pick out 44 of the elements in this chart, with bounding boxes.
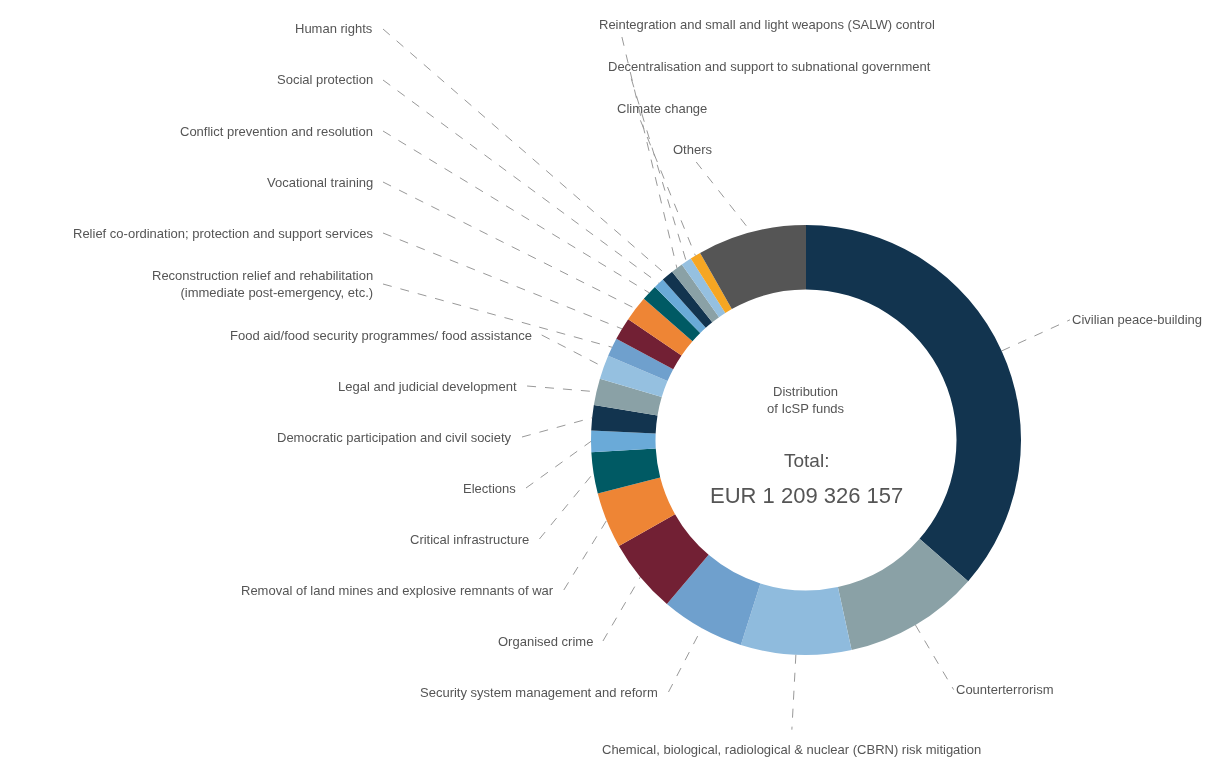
slice-label: Counterterrorism — [956, 682, 1054, 697]
slice-label: Organised crime — [498, 634, 594, 649]
slice-label: Social protection — [277, 72, 374, 87]
text: Distribution of IcSP funds — [767, 384, 845, 416]
slice-label: Vocational training — [267, 175, 374, 190]
donut-slice — [666, 554, 761, 645]
donut-slice — [628, 298, 693, 356]
slice-label: Reconstruction relief and rehabilitation (immediate post-emergency, etc.) — [152, 268, 374, 300]
slice-label: Removal of land mines and explosive remnants of war — [241, 583, 554, 598]
slice-label: Decentralisation and support to subnational government — [608, 59, 931, 74]
donut-slice — [597, 477, 676, 546]
text: EUR 1 209 326 157 — [710, 483, 904, 508]
slice-label: Others — [673, 142, 713, 157]
slice-label: Civilian peace-building — [1072, 312, 1203, 327]
slice-label: Relief co-ordination; protection and support services — [73, 226, 374, 241]
slice-label: Chemical, biological, radiological & nuclear (CBRN) risk mitigation — [602, 742, 982, 757]
text: Total: — [784, 450, 830, 471]
donut-slice — [740, 583, 852, 655]
donut-slice — [672, 264, 720, 323]
donut-slice — [837, 538, 969, 651]
donut-slice — [591, 448, 661, 494]
donut-slice — [591, 430, 656, 453]
donut-slice — [616, 319, 682, 370]
slice-label: Elections — [463, 481, 517, 496]
slice-label: Critical infrastructure — [410, 532, 530, 547]
slice-label: Security system management and reform — [420, 685, 658, 700]
donut-slice — [643, 287, 701, 342]
slice-label: Climate change — [617, 101, 708, 116]
donut-slice — [700, 225, 806, 310]
donut-slice — [618, 514, 709, 604]
slice-label: Conflict prevention and resolution — [180, 124, 373, 139]
donut-slice — [591, 405, 658, 434]
slice-label: Reintegration and small and light weapons (SALW) control — [599, 17, 935, 32]
slice-label: Democratic participation and civil society — [277, 430, 512, 445]
donut-slice — [681, 258, 726, 318]
donut-slice — [599, 355, 668, 398]
donut-slice — [662, 271, 713, 328]
slice-label: Food aid/food security programmes/ food assistance — [230, 328, 533, 343]
donut-slice — [654, 279, 706, 333]
slice-label: Legal and judicial development — [338, 379, 517, 394]
donut-slice — [608, 338, 674, 382]
donut-slice — [690, 252, 732, 313]
slice-label: Human rights — [295, 21, 373, 36]
donut-slice — [593, 378, 662, 416]
